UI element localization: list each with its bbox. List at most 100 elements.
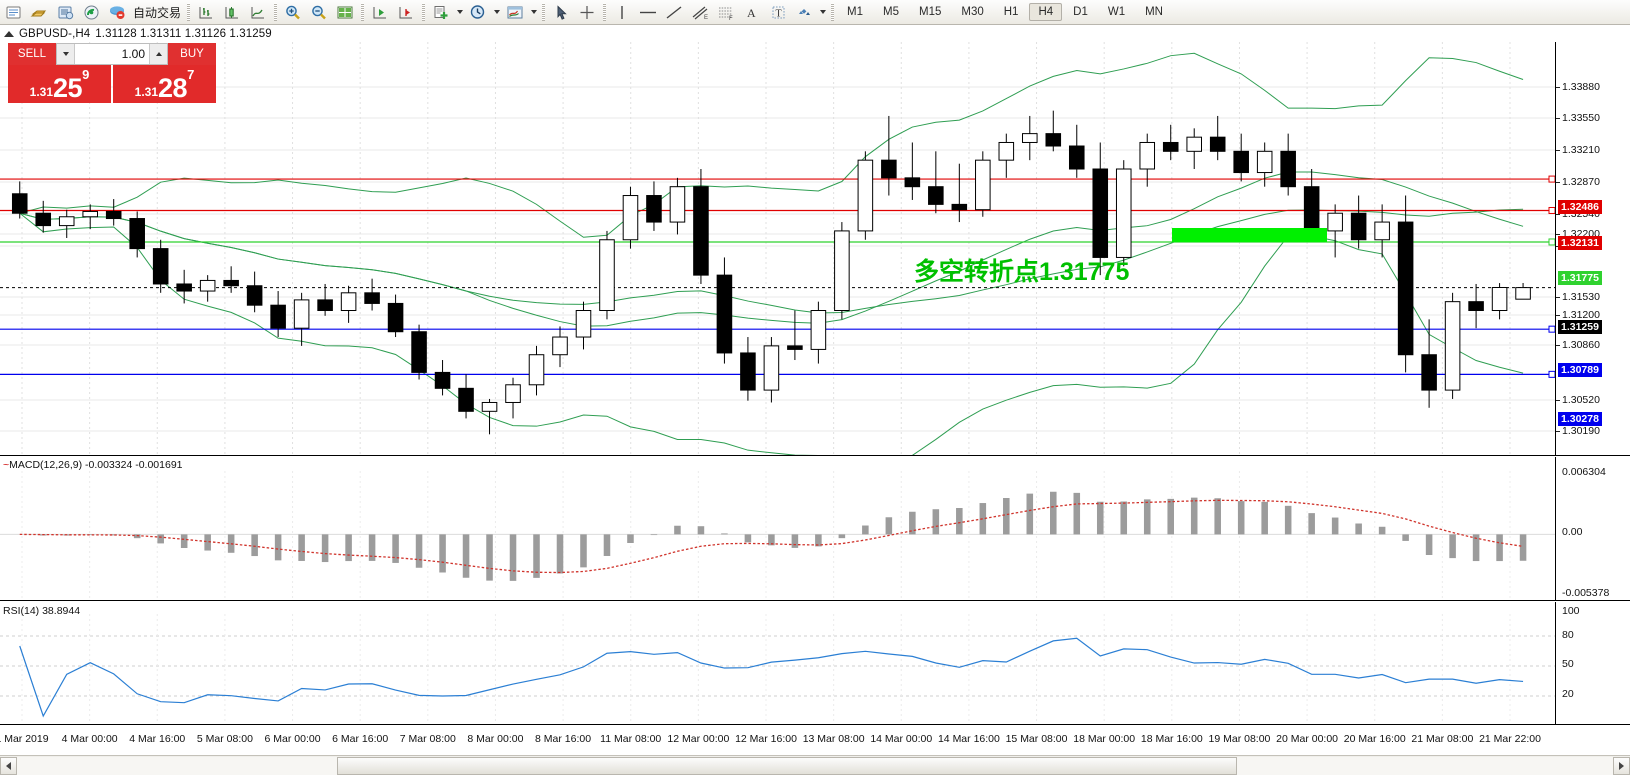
buy-button[interactable]: BUY: [168, 43, 216, 65]
text-box-icon[interactable]: T: [765, 1, 791, 24]
price-tag-red[interactable]: 1.32131: [1558, 236, 1602, 250]
timeframe-mn[interactable]: MN: [1145, 6, 1163, 18]
price-label: 1.33210: [1562, 144, 1600, 156]
one-click-trading-panel[interactable]: SELL 1.00 BUY 1.31 25 9 1.31 28 7: [8, 43, 216, 103]
crosshair-icon[interactable]: [574, 1, 600, 24]
auto-scroll-icon[interactable]: [367, 1, 393, 24]
time-axis-label: 5 Mar 08:00: [196, 733, 253, 745]
horizontal-line-icon[interactable]: [635, 1, 661, 24]
time-axis-label: 1 Mar 2019: [0, 733, 49, 745]
macd_scale-scale-label: 0.006304: [1562, 466, 1606, 478]
price-tag-blue[interactable]: 1.30278: [1558, 412, 1602, 426]
market-icon[interactable]: [104, 1, 130, 24]
volume-stepper[interactable]: 1.00: [56, 43, 168, 65]
scrollbar-track[interactable]: [17, 756, 1613, 775]
ohlc-values: 1.31128 1.31311 1.31126 1.31259: [95, 28, 272, 40]
vertical-line-icon[interactable]: [609, 1, 635, 24]
time-axis-label: 21 Mar 08:00: [1411, 733, 1474, 745]
collapse-triangle-icon[interactable]: [4, 31, 14, 37]
gold-bars-icon[interactable]: [26, 1, 52, 24]
tile-windows-icon[interactable]: [332, 1, 358, 24]
ask-price-box[interactable]: 1.31 28 7: [113, 65, 216, 103]
price-tag-red[interactable]: 1.32486: [1558, 200, 1602, 214]
time-axis-label: 8 Mar 16:00: [535, 733, 592, 745]
macd-pane[interactable]: ~MACD(12,26,9) -0.003324 -0.001691 0.006…: [0, 457, 1630, 600]
pane-divider-1: [0, 455, 1630, 456]
toolbar-separator: [828, 2, 837, 22]
time-axis-label: 6 Mar 00:00: [264, 733, 321, 745]
svg-text:E: E: [704, 15, 708, 21]
period-clock-icon[interactable]: [465, 1, 491, 24]
symbol-period-label: GBPUSD-,H4: [19, 28, 91, 40]
timeframe-m15[interactable]: M15: [918, 6, 942, 18]
line-chart-icon[interactable]: [245, 1, 271, 24]
equidistant-channel-icon[interactable]: E: [687, 1, 713, 24]
macd_scale-scale-label: -0.005378: [1562, 587, 1610, 599]
rsi-scale-divider: [1555, 602, 1556, 724]
candlestick-chart-icon[interactable]: [219, 1, 245, 24]
volume-value[interactable]: 1.00: [121, 47, 145, 61]
signals-icon[interactable]: [78, 1, 104, 24]
indicators-icon[interactable]: [428, 1, 454, 24]
price-label: 1.31200: [1562, 309, 1600, 321]
price-tick: [1556, 182, 1560, 183]
horizontal-scrollbar[interactable]: [0, 755, 1630, 775]
main-toolbar: 自动交易: [0, 0, 1630, 25]
trendline-icon[interactable]: [661, 1, 687, 24]
macd-dash-icon: ~: [3, 459, 10, 471]
timeframe-m5[interactable]: M5: [883, 6, 899, 18]
autotrading-label[interactable]: 自动交易: [133, 5, 182, 20]
objects-dropdown-caret[interactable]: [817, 1, 828, 24]
macd-label: ~MACD(12,26,9) -0.003324 -0.001691: [3, 459, 183, 471]
svg-text:F: F: [729, 16, 733, 21]
time-axis-label: 14 Mar 16:00: [937, 733, 1000, 745]
scroll-left-button[interactable]: [0, 756, 17, 775]
new-order-icon[interactable]: [0, 1, 26, 24]
zoom-out-icon[interactable]: [306, 1, 332, 24]
zoom-in-icon[interactable]: [280, 1, 306, 24]
time-axis-label: 12 Mar 16:00: [735, 733, 797, 745]
timeframe-w1[interactable]: W1: [1107, 6, 1126, 18]
timeframe-group: M1 M5 M15 M30 H1 H4 D1 W1 MN: [837, 3, 1173, 21]
timeframe-h1[interactable]: H1: [1003, 6, 1019, 18]
sell-button[interactable]: SELL: [8, 43, 56, 65]
volume-increase-button[interactable]: [149, 44, 167, 64]
price-scale-divider: [1555, 42, 1556, 455]
fibonacci-icon[interactable]: F: [713, 1, 739, 24]
timeframe-d1[interactable]: D1: [1073, 6, 1088, 18]
news-icon[interactable]: [52, 1, 78, 24]
timeframe-m1[interactable]: M1: [847, 6, 863, 18]
scrollbar-thumb[interactable]: [337, 756, 1237, 775]
price-tag-blue[interactable]: 1.30789: [1558, 363, 1602, 377]
templates-icon[interactable]: [502, 1, 528, 24]
time-axis-label: 19 Mar 08:00: [1208, 733, 1271, 745]
scroll-right-button[interactable]: [1613, 756, 1630, 775]
rsi-label: RSI(14) 38.8944: [3, 605, 81, 617]
cursor-arrow-icon[interactable]: [548, 1, 574, 24]
rsi-pane[interactable]: RSI(14) 38.8944 100 80 50 20: [0, 602, 1630, 724]
timeframe-m30[interactable]: M30: [961, 6, 984, 18]
chart-shift-icon[interactable]: [393, 1, 419, 24]
indicators-dropdown-caret[interactable]: [454, 1, 465, 24]
templates-dropdown-caret[interactable]: [528, 1, 539, 24]
price-label: 1.30520: [1562, 394, 1600, 406]
text-label-icon[interactable]: A: [739, 1, 765, 24]
main-chart-pane[interactable]: 多空转折点1.31775 1.33880 1.33550 1.33210 1.3287…: [0, 42, 1630, 455]
price-tag-green[interactable]: 1.31775: [1558, 271, 1602, 285]
bid-price-box[interactable]: 1.31 25 9: [8, 65, 111, 103]
price-tick: [1556, 87, 1560, 88]
period-dropdown-caret[interactable]: [491, 1, 502, 24]
price-tick: [1556, 118, 1560, 119]
price-label: 1.33880: [1562, 81, 1600, 93]
rsi_scale-scale-label: 20: [1562, 688, 1574, 700]
timeframe-h4[interactable]: H4: [1029, 3, 1063, 21]
time-axis-label: 21 Mar 22:00: [1479, 733, 1541, 745]
price-tick: [1556, 150, 1560, 151]
drawing-objects-icon[interactable]: [791, 1, 817, 24]
volume-decrease-button[interactable]: [57, 44, 75, 64]
pane-divider-2: [0, 600, 1630, 601]
price-tag-black[interactable]: 1.31259: [1558, 320, 1602, 334]
time-axis-label: 11 Mar 08:00: [600, 733, 662, 745]
bar-chart-icon[interactable]: [193, 1, 219, 24]
toolbar-separator: [600, 2, 609, 22]
